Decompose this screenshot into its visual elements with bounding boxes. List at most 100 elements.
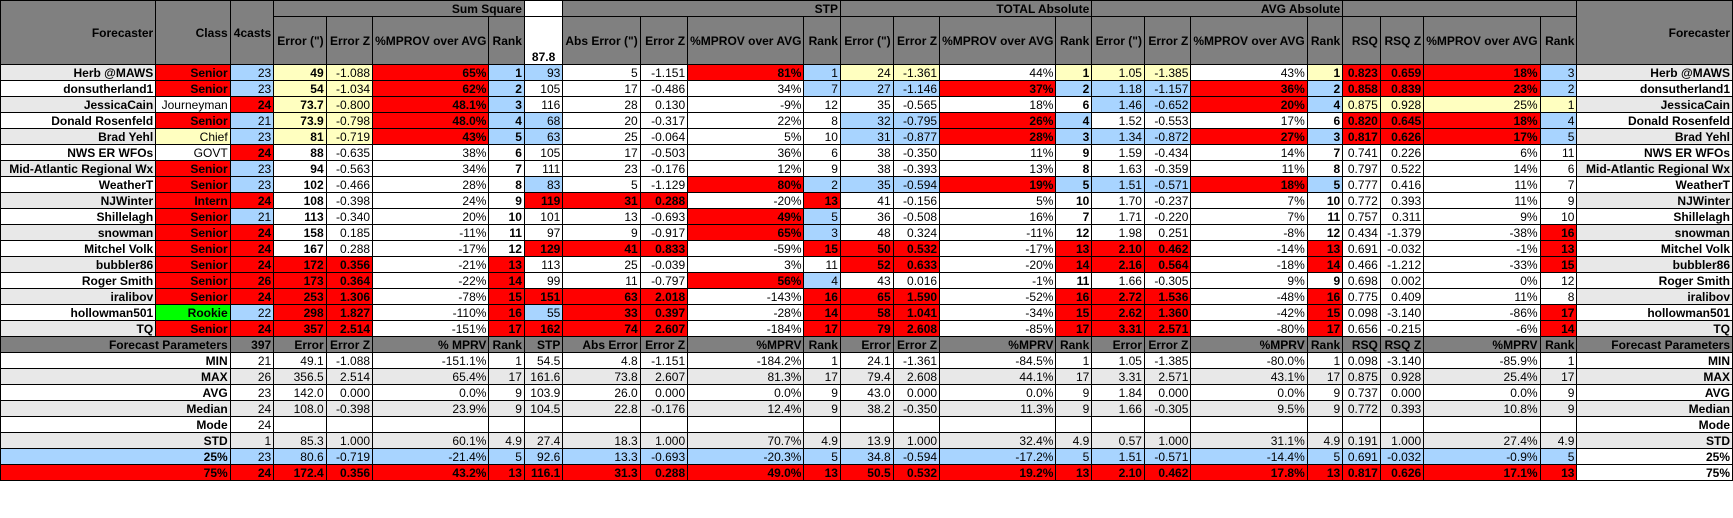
stat-label[interactable]: MIN [0, 352, 231, 369]
forecast-count[interactable]: 24 [229, 256, 275, 273]
stat-cell[interactable]: 49.0% [687, 464, 805, 481]
forecaster-name[interactable]: NJWinter [0, 192, 157, 209]
forecaster-name-right[interactable]: donsutherland1 [1576, 80, 1733, 97]
forecaster-name[interactable]: Mitchel Volk [0, 240, 157, 257]
avg-abs-cell[interactable]: 1.63 [1091, 160, 1145, 177]
stat-cell[interactable]: 0.462 [1143, 464, 1192, 481]
stat-cell[interactable]: 0.0% [372, 384, 490, 401]
forecast-count[interactable]: 23 [229, 176, 275, 193]
avg-abs-cell[interactable]: -0.237 [1143, 192, 1192, 209]
sum-square-cell[interactable]: -0.798 [325, 112, 374, 129]
total-abs-cell[interactable]: 48 [839, 224, 894, 241]
stat-cell[interactable]: -0.594 [892, 448, 941, 465]
stp-cell[interactable]: 81% [687, 64, 805, 81]
stat-cell[interactable] [892, 416, 941, 433]
stat-cell[interactable]: -0.176 [639, 400, 689, 417]
forecast-count[interactable]: 24 [229, 144, 275, 161]
params-header-cell[interactable]: Error Z [892, 336, 941, 353]
sum-square-cell[interactable]: 158 [273, 224, 327, 241]
forecaster-class[interactable]: Senior [155, 288, 231, 305]
forecaster-class[interactable]: GOVT [155, 144, 231, 161]
stat-cell[interactable] [1423, 416, 1541, 433]
header-rsq-rsq[interactable]: RSQ [1342, 16, 1381, 65]
forecaster-name[interactable]: Mid-Atlantic Regional Wx [0, 160, 157, 177]
sum-square-cell[interactable]: 48.1% [372, 96, 490, 113]
forecast-count[interactable]: 24 [229, 240, 275, 257]
sum-square-cell[interactable]: 357 [273, 320, 327, 337]
stp-cell[interactable]: 1 [803, 64, 841, 81]
sum-square-cell[interactable]: 0.356 [325, 256, 374, 273]
stat-cell[interactable]: 19.2% [939, 464, 1057, 481]
stat-cell[interactable]: -85.9% [1423, 352, 1541, 369]
stat-cell[interactable]: 25.4% [1423, 368, 1541, 385]
header-stp-improv[interactable]: %MPROV over AVG [687, 16, 805, 65]
forecast-count[interactable]: 23 [229, 128, 275, 145]
avg-abs-cell[interactable]: 43% [1190, 64, 1308, 81]
sum-square-cell[interactable]: 48.0% [372, 112, 490, 129]
sum-square-cell[interactable]: 167 [273, 240, 327, 257]
total-abs-cell[interactable]: 24 [839, 64, 894, 81]
total-abs-cell[interactable]: 0.324 [892, 224, 941, 241]
stat-cell[interactable]: 9 [1539, 384, 1578, 401]
rsq-cell[interactable]: -6% [1423, 320, 1541, 337]
sum-square-cell[interactable]: -0.398 [325, 192, 374, 209]
stat-cell[interactable]: 9 [1306, 384, 1344, 401]
stp-cell[interactable]: 3% [687, 256, 805, 273]
stp-cell[interactable]: -0.039 [639, 256, 689, 273]
sum-square-cell[interactable]: 94 [273, 160, 327, 177]
rsq-cell[interactable]: -1.379 [1379, 224, 1425, 241]
forecaster-name-right[interactable]: NWS ER WFOs [1576, 144, 1733, 161]
stat-cell[interactable]: 54.5 [523, 352, 564, 369]
forecaster-name-right[interactable]: Shillelagh [1576, 208, 1733, 225]
forecaster-name-right[interactable]: Mid-Atlantic Regional Wx [1576, 160, 1733, 177]
stat-label[interactable]: 25% [0, 448, 231, 465]
forecaster-name[interactable]: Donald Rosenfeld [0, 112, 157, 129]
rsq-cell[interactable]: 1 [1539, 96, 1578, 113]
total-abs-cell[interactable]: 5 [1055, 176, 1093, 193]
rsq-cell[interactable]: 0.757 [1342, 208, 1381, 225]
avg-abs-cell[interactable]: 2.72 [1091, 288, 1145, 305]
stat-cell[interactable]: 43.0 [839, 384, 894, 401]
avg-abs-cell[interactable]: -0.220 [1143, 208, 1192, 225]
sum-square-cell[interactable]: 16 [488, 304, 525, 321]
sum-square-cell[interactable]: 65% [372, 64, 490, 81]
stat-cell[interactable]: 1.05 [1091, 352, 1145, 369]
sum-square-cell[interactable]: 4 [488, 112, 525, 129]
stat-cell[interactable]: 0.000 [325, 384, 374, 401]
total-abs-cell[interactable]: 17 [1055, 320, 1093, 337]
total-abs-cell[interactable]: 11% [939, 144, 1057, 161]
stp-cell[interactable]: 10 [803, 128, 841, 145]
sum-square-cell[interactable]: 2 [488, 80, 525, 97]
stp-cell[interactable]: 16 [803, 288, 841, 305]
forecaster-name-right[interactable]: snowman [1576, 224, 1733, 241]
forecaster-name-right[interactable]: Herb @MAWS [1576, 64, 1733, 81]
total-abs-cell[interactable]: -20% [939, 256, 1057, 273]
sum-square-cell[interactable]: 1 [488, 64, 525, 81]
total-abs-cell[interactable]: 2 [1055, 80, 1093, 97]
stat-cell[interactable]: 4.9 [1539, 432, 1578, 449]
stat-cell[interactable] [1539, 416, 1578, 433]
stat-count[interactable]: 1 [229, 432, 275, 449]
stat-cell[interactable]: 70.7% [687, 432, 805, 449]
header-ss-error_z[interactable]: Error Z [325, 16, 374, 65]
stp-cell[interactable]: 151 [523, 288, 564, 305]
rsq-cell[interactable]: -0.215 [1379, 320, 1425, 337]
avg-abs-cell[interactable]: 1.66 [1091, 272, 1145, 289]
stp-cell[interactable]: 31 [562, 192, 641, 209]
forecast-count[interactable]: 24 [229, 96, 275, 113]
stp-cell[interactable]: 3 [803, 224, 841, 241]
stat-cell[interactable]: -1.088 [325, 352, 374, 369]
stp-cell[interactable]: 14 [803, 304, 841, 321]
stp-cell[interactable]: 41 [562, 240, 641, 257]
stat-label-right[interactable]: Median [1576, 400, 1733, 417]
sum-square-cell[interactable]: -1.088 [325, 64, 374, 81]
stat-cell[interactable]: -0.398 [325, 400, 374, 417]
sum-square-cell[interactable]: 7 [488, 160, 525, 177]
rsq-cell[interactable]: 0.416 [1379, 176, 1425, 193]
stp-cell[interactable]: -1.151 [639, 64, 689, 81]
forecaster-class[interactable]: Senior [155, 224, 231, 241]
rsq-cell[interactable]: 2 [1539, 80, 1578, 97]
rsq-cell[interactable]: 0.002 [1379, 272, 1425, 289]
stp-cell[interactable]: 80% [687, 176, 805, 193]
stat-cell[interactable] [488, 416, 525, 433]
